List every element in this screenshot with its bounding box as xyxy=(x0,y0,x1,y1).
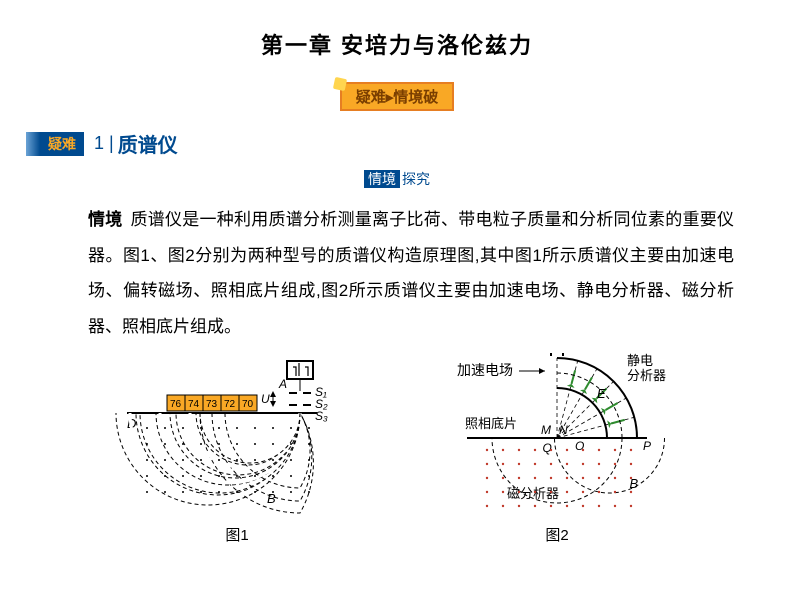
body-text: 质谱仪是一种利用质谱分析测量离子比荷、带电粒子质量和分析同位素的重要仪器。图1、… xyxy=(88,210,734,336)
svg-text:S₃: S₃ xyxy=(315,409,328,423)
body-lead: 情境 xyxy=(88,210,123,229)
svg-text:加速电场: 加速电场 xyxy=(457,362,513,378)
svg-text:磁分析器: 磁分析器 xyxy=(507,486,559,501)
body-paragraph: 情境质谱仪是一种利用质谱分析测量离子比荷、带电粒子质量和分析同位素的重要仪器。图… xyxy=(88,202,734,345)
section-header: 疑难 1 | 质谱仪 xyxy=(40,129,794,158)
svg-text:P: P xyxy=(643,439,651,453)
figures-row: AUS₁S₂S₃7674737270DB 图1 加速电场U静电分析器EMNOP照… xyxy=(0,353,794,545)
svg-text:72: 72 xyxy=(224,399,236,410)
section-title: 质谱仪 xyxy=(118,129,178,158)
badge-main-wrap: 疑难▸情境破 xyxy=(0,82,794,111)
svg-text:分析器: 分析器 xyxy=(627,368,666,383)
svg-text:76: 76 xyxy=(170,399,182,410)
svg-text:74: 74 xyxy=(188,399,200,410)
svg-text:70: 70 xyxy=(242,399,254,410)
figure-1-caption: 图1 xyxy=(225,524,248,545)
sub-badge-strong: 情境 xyxy=(364,170,400,188)
svg-text:A: A xyxy=(278,377,287,391)
svg-text:N: N xyxy=(559,423,568,437)
svg-text:Q: Q xyxy=(543,441,552,455)
svg-text:E: E xyxy=(597,386,606,401)
svg-text:B: B xyxy=(267,491,276,506)
figure-2-caption: 图2 xyxy=(545,524,568,545)
sub-badge: 情境探究 xyxy=(356,168,438,190)
figure-1-svg: AUS₁S₂S₃7674737270DB xyxy=(107,353,367,518)
sub-badge-wrap: 情境探究 xyxy=(0,168,794,190)
svg-text:M: M xyxy=(541,423,551,437)
svg-text:静电: 静电 xyxy=(627,353,653,368)
badge-main: 疑难▸情境破 xyxy=(340,82,455,111)
section-label: 疑难 xyxy=(40,132,84,156)
svg-text:73: 73 xyxy=(206,399,218,410)
section-num: 1 | xyxy=(94,133,114,154)
svg-text:U: U xyxy=(261,392,270,406)
figure-1-wrap: AUS₁S₂S₃7674737270DB 图1 xyxy=(107,353,367,545)
figure-2-wrap: 加速电场U静电分析器EMNOP照相底片Q磁分析器B 图2 xyxy=(427,353,687,545)
chapter-title: 第一章 安培力与洛伦兹力 xyxy=(0,0,794,60)
figure-2-svg: 加速电场U静电分析器EMNOP照相底片Q磁分析器B xyxy=(427,353,687,518)
svg-text:照相底片: 照相底片 xyxy=(465,416,517,431)
sub-badge-plain: 探究 xyxy=(402,171,430,187)
